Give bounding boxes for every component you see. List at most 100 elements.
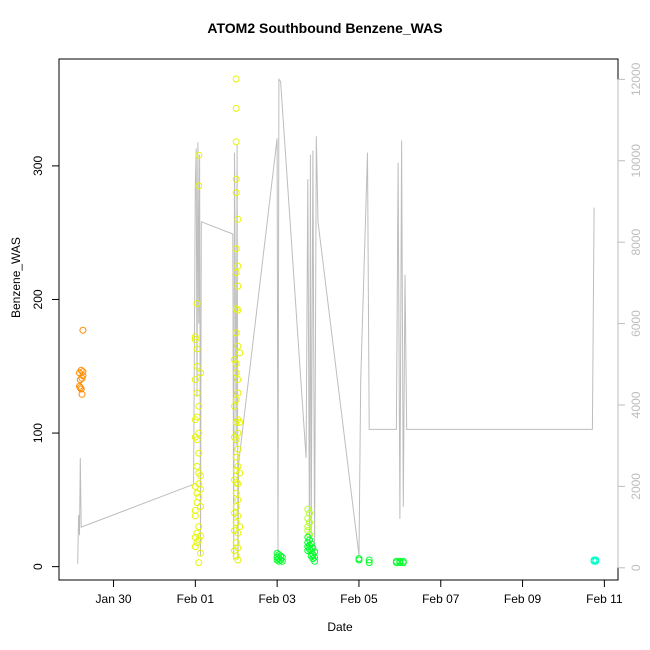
data-point [232,75,240,83]
data-point [231,402,238,410]
data-point [191,333,199,341]
data-point [79,326,87,334]
data-point [232,489,240,497]
data-point [195,493,203,501]
data-point [234,262,242,270]
data-point [193,345,201,353]
data-point [232,552,240,560]
x-tick-label: Feb 01 [177,592,215,606]
data-point [197,369,204,377]
x-tick-label: Feb 05 [340,592,378,606]
data-point [311,553,319,561]
data-point [76,384,84,392]
data-point [307,540,315,548]
data-point [311,548,319,556]
data-point [234,376,242,384]
data-point [232,189,240,197]
data-point [232,175,240,183]
data-point [234,389,242,397]
x-tick-label: Feb 09 [504,592,542,606]
data-point [365,556,373,564]
data-point [195,151,203,159]
data-point [193,389,201,397]
data-point [195,449,203,457]
data-point [79,372,87,380]
data-point [232,305,240,313]
data-point [232,245,240,253]
data-point [197,549,204,557]
x-tick-label: Jan 30 [96,592,132,606]
data-point [232,104,240,112]
data-point [392,559,400,567]
y-tick-label: 100 [31,423,45,443]
data-point [232,138,240,146]
data-point [396,559,404,567]
data-point [309,544,317,552]
data-point [195,536,203,544]
data-point [197,472,204,480]
data-point [304,505,312,513]
data-point [278,553,286,561]
data-point [78,390,86,398]
data-point [197,485,204,493]
data-point [234,215,242,223]
chart-title: ATOM2 Southbound Benzene_WAS [207,20,443,36]
y2-tick-label: 6000 [629,310,643,337]
data-point [234,496,242,504]
data-point [232,369,240,377]
data-point [234,306,242,314]
data-point [278,557,286,565]
data-point [193,489,201,497]
data-point [232,436,240,444]
data-point [232,396,240,404]
plot-frame [58,58,619,581]
data-point [77,385,85,393]
data-point [304,527,312,535]
y-tick-label: 0 [31,563,45,570]
y2-tick-label: 10000 [629,144,643,178]
data-point [195,523,203,531]
data-point [234,529,242,537]
data-point [304,523,312,531]
data-point [234,544,242,552]
data-point [234,462,242,470]
y2-tick-label: 8000 [629,228,643,255]
data-point [191,507,199,514]
data-point [234,429,242,437]
data-point [191,336,199,343]
data-point [234,480,242,488]
data-point [232,453,240,461]
data-point [236,523,244,531]
data-point [234,342,242,350]
data-point [355,556,363,564]
data-point [592,557,600,565]
data-point [232,519,240,527]
data-point [79,368,87,376]
y2-tick-label: 4000 [629,391,643,418]
data-point [191,512,199,520]
data-point [306,519,313,527]
data-point [234,445,242,453]
data-point [193,413,201,421]
data-point [197,503,204,510]
data-point [232,329,240,337]
data-point [195,559,203,567]
data-point [193,362,201,370]
data-point [195,182,203,190]
data-point [311,557,319,565]
data-point [191,376,199,384]
data-point [193,300,201,307]
y2-tick-label: 2000 [629,473,643,500]
data-point [365,559,373,567]
data-point [197,532,204,540]
data-point [191,543,199,551]
data-point [231,356,238,364]
series-line [77,78,595,564]
y-tick-label: 300 [31,156,45,176]
data-point [234,512,242,520]
data-point [234,282,242,290]
data-point [399,559,407,567]
data-point [195,402,203,410]
data-point [236,349,244,357]
